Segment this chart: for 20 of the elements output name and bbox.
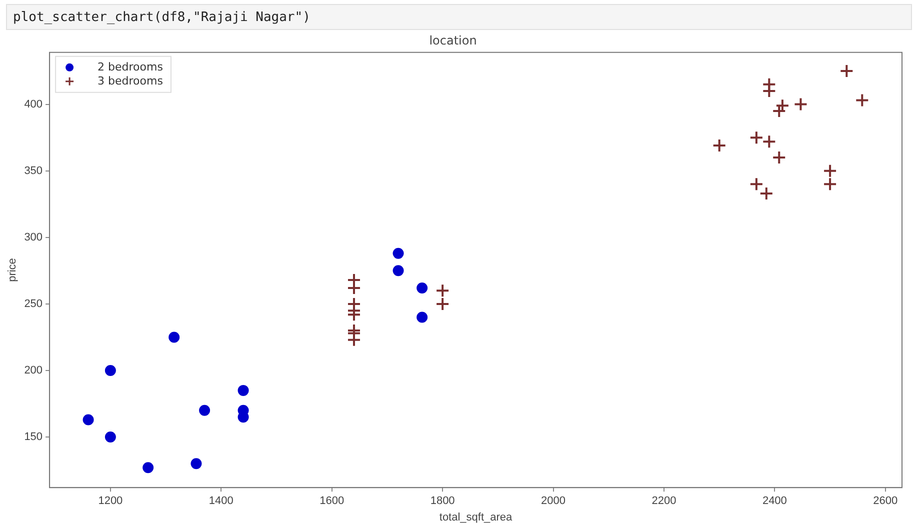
y-tick-label: 350: [24, 164, 43, 177]
chart-title: location: [429, 33, 477, 48]
x-axis-title: total_sqft_area: [439, 511, 514, 524]
x-tick-label: 1200: [98, 495, 123, 508]
legend-label: 3 bedrooms: [98, 74, 164, 88]
y-tick-label: 250: [24, 298, 43, 310]
y-tick-label: 400: [24, 98, 43, 110]
y-tick-label: 150: [24, 431, 43, 444]
text: plot_scatter_chart(df8,"Rajaji Nagar"): [13, 10, 310, 25]
y-tick-label: 300: [24, 231, 43, 244]
x-tick-label: 2600: [873, 495, 898, 508]
x-tick-label: 1800: [430, 495, 455, 508]
x-tick-label: 1400: [208, 495, 234, 508]
x-tick-label: 1600: [320, 495, 344, 508]
y-tick-label: 200: [24, 364, 43, 377]
x-tick-label: 2200: [652, 495, 676, 508]
x-tick-label: 2400: [762, 495, 787, 508]
legend-label: 2 bedrooms: [98, 60, 164, 74]
y-axis-title: price: [6, 258, 19, 282]
x-tick-label: 2000: [541, 495, 566, 508]
